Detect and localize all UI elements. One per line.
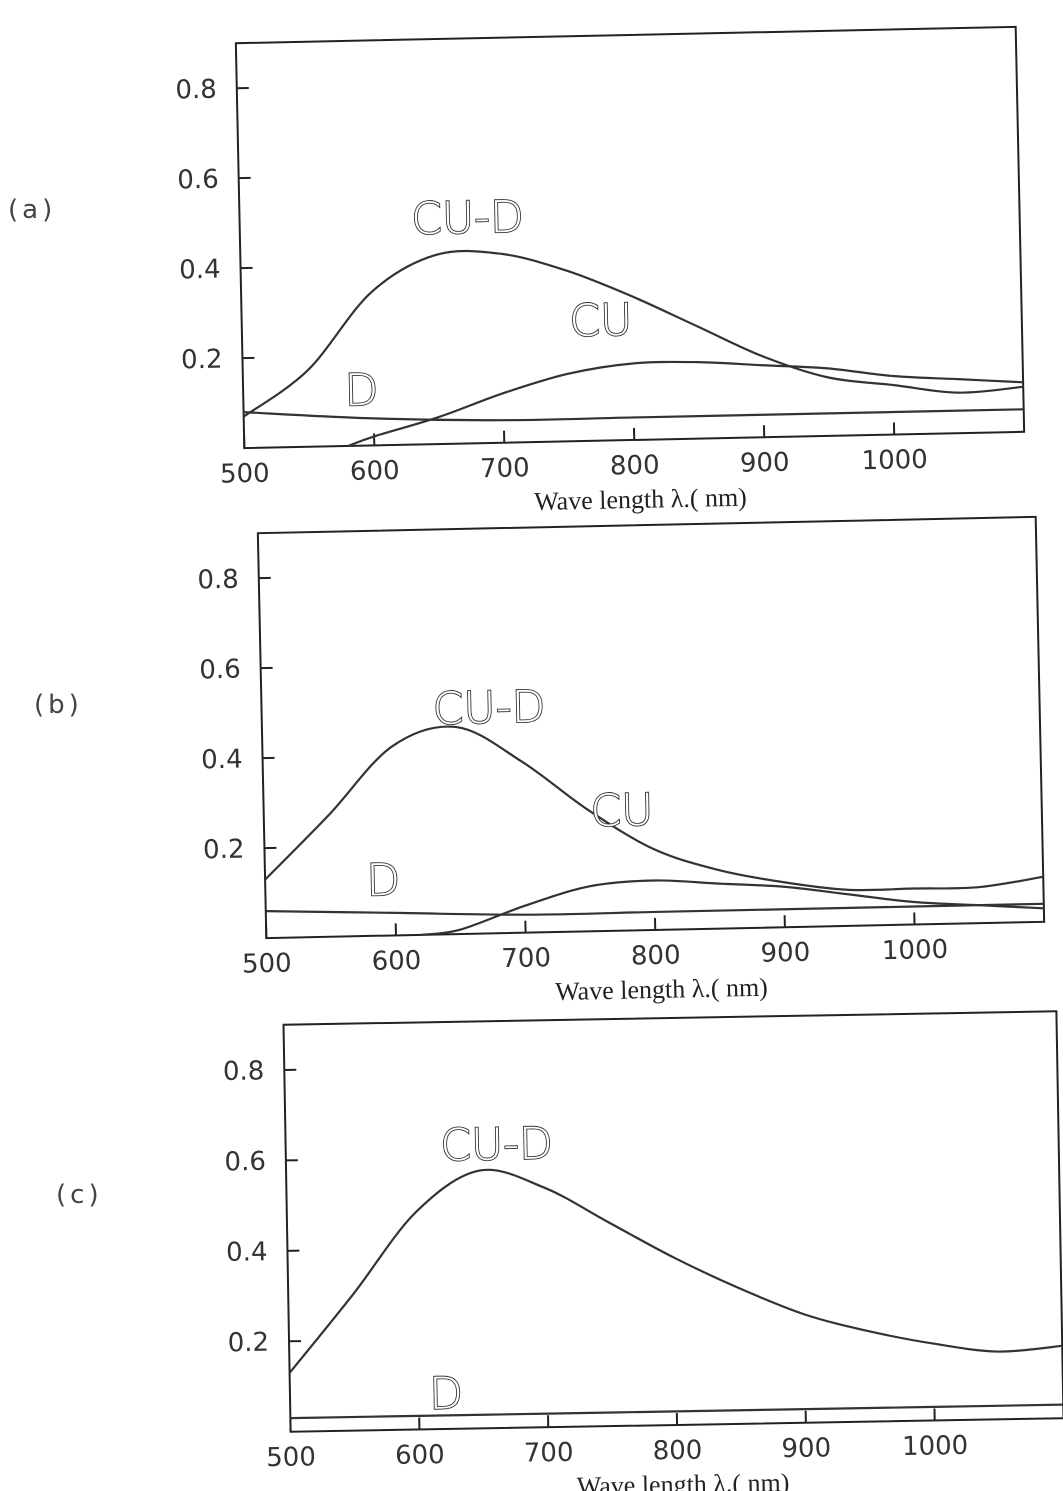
y-tick-label: 0.8 [197, 565, 239, 596]
x-axis-title: Wave length λ.( nm) [577, 1468, 790, 1491]
x-tick-label: 700 [501, 943, 551, 974]
x-tick-label: 700 [480, 453, 530, 484]
x-tick-label: 800 [652, 1436, 702, 1467]
x-tick-label: 500 [220, 459, 270, 490]
series-label-cu: CU [569, 295, 633, 347]
panel-label: (b) [34, 690, 83, 720]
x-tick-label: 500 [242, 949, 292, 980]
y-tick-label: 0.4 [226, 1237, 268, 1268]
series-label-cu-d: CU-D [411, 192, 525, 245]
x-axis-title: Wave length λ.( nm) [555, 973, 768, 1006]
y-tick-label: 0.2 [227, 1328, 269, 1359]
y-tick-label: 0.6 [177, 165, 219, 196]
y-tick-label: 0.2 [203, 835, 245, 866]
x-tick-label: 800 [631, 940, 681, 971]
chart-panel-3: 0.2 0.4 0.6 0.8 500 600 700 800 900 1000 Wave leng… [223, 1010, 1063, 1491]
series-line-cu-d [243, 249, 1024, 418]
series-line-cu-d [264, 725, 1044, 892]
series-label-cu-d: CU-D [440, 1118, 554, 1171]
y-tick-label: 0.2 [181, 345, 223, 376]
y-tick-label: 0.6 [199, 655, 241, 686]
series-line-cu [421, 879, 1044, 936]
x-tick-label: 600 [371, 946, 421, 977]
x-axis-title: Wave length λ.( nm) [534, 483, 747, 516]
series-label-d: D [344, 365, 379, 417]
panel-label: (c) [56, 1180, 103, 1210]
x-tick-label: 1000 [882, 935, 949, 966]
series-label-d: D [429, 1368, 464, 1420]
x-tick-label: 900 [781, 1433, 831, 1464]
plot-frame [282, 1010, 1063, 1433]
x-tick-label: 700 [524, 1438, 574, 1469]
x-tick-label: 800 [610, 450, 660, 481]
y-tick-label: 0.6 [224, 1147, 266, 1178]
series-line-d [290, 1403, 1063, 1420]
x-tick-label: 500 [266, 1442, 316, 1473]
x-tick-label: 900 [740, 448, 790, 479]
series-label-d: D [366, 855, 401, 907]
x-tick-label: 600 [350, 456, 400, 487]
y-tick-label: 0.8 [223, 1056, 265, 1087]
x-tick-label: 1000 [861, 445, 928, 476]
series-label-cu-d: CU-D [432, 682, 546, 735]
x-tick-label: 600 [395, 1440, 445, 1471]
series-line-cu [347, 360, 1024, 447]
chart-panel-1: 0.2 0.4 0.6 0.8 500 600 700 800 900 1000 Wave leng… [175, 25, 1026, 516]
y-tick-label: 0.4 [179, 255, 221, 286]
chart-panel-2: 0.2 0.4 0.6 0.8 500 600 700 800 900 1000 Wave leng… [197, 515, 1046, 1006]
series-line-d [243, 408, 1024, 422]
panel-label: (a) [8, 195, 56, 225]
series-label-cu: CU [590, 785, 654, 837]
x-tick-label: 1000 [902, 1431, 969, 1462]
x-tick-label: 900 [760, 938, 810, 969]
y-tick-label: 0.4 [201, 745, 243, 776]
y-tick-label: 0.8 [175, 75, 217, 106]
series-line-d [265, 902, 1044, 916]
series-line-cu-d [288, 1168, 1063, 1374]
